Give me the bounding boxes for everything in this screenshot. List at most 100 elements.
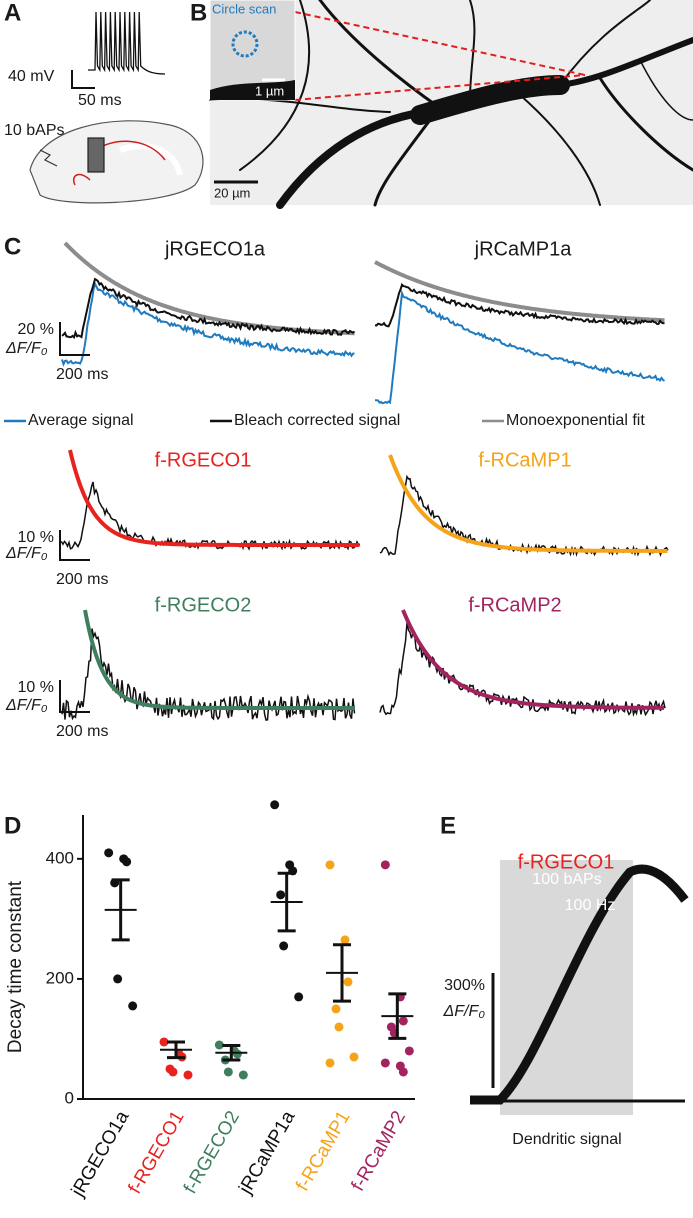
- data-point: [294, 992, 304, 1002]
- data-point: [279, 941, 289, 951]
- data-point: [223, 1067, 233, 1077]
- panel-label: C: [4, 233, 21, 260]
- data-point: [340, 935, 350, 945]
- scale-label: 10 %: [18, 679, 54, 696]
- panel-label: A: [4, 0, 21, 26]
- zoom-lines: [294, 11, 586, 101]
- data-point: [270, 800, 280, 810]
- scale-unit: ΔF/F₀: [5, 545, 48, 562]
- x-label: Dendritic signal: [512, 1131, 621, 1148]
- inset-title: Circle scan: [212, 1, 276, 16]
- scale-unit: ΔF/F₀: [5, 340, 48, 357]
- response-trace: [470, 864, 689, 1105]
- y-tick-label: 200: [46, 968, 74, 987]
- scale-label: 1 µm: [255, 83, 284, 98]
- error-bar: [388, 992, 407, 1040]
- trace: [375, 289, 666, 405]
- trace-title: f-RCaMP1: [478, 449, 571, 471]
- x-tick-label: f-RCaMP2: [347, 1108, 410, 1195]
- brain-sketch: [29, 120, 204, 204]
- inset-dendrite: [210, 80, 295, 100]
- trace-title: jRGECO1a: [164, 238, 266, 260]
- scale-label: 40 mV: [8, 68, 55, 85]
- data-point: [331, 1004, 341, 1014]
- y-tick-label: 0: [65, 1088, 74, 1107]
- scale-bar: [71, 70, 95, 89]
- data-point: [128, 1001, 138, 1011]
- data-point: [232, 1049, 242, 1059]
- x-tick-label: jRCaMP1a: [235, 1107, 300, 1198]
- trace: [61, 628, 356, 721]
- data-point: [159, 1037, 169, 1047]
- trace: [374, 260, 665, 323]
- trace: [68, 449, 360, 547]
- panel-title: f-RGECO1: [518, 851, 615, 873]
- x-tick-label: f-RCaMP1: [292, 1108, 355, 1195]
- data-point: [398, 1067, 408, 1077]
- data-point: [104, 848, 114, 858]
- trace: [379, 622, 666, 718]
- data-point: [122, 857, 132, 867]
- data-point: [325, 860, 335, 870]
- x-tick-label: f-RGECO1: [125, 1108, 189, 1198]
- x-tick-label: f-RGECO2: [180, 1108, 244, 1198]
- trace: [83, 609, 355, 710]
- data-point: [183, 1070, 193, 1080]
- scale-unit: ΔF/F₀: [5, 697, 48, 714]
- trace: [374, 282, 665, 328]
- panel-label: E: [440, 812, 456, 839]
- error-bar: [222, 1044, 241, 1062]
- data-point: [334, 1022, 344, 1032]
- data-point: [325, 1058, 335, 1068]
- error-bar: [277, 871, 296, 933]
- trace: [63, 241, 355, 336]
- data-point: [276, 890, 286, 900]
- legend-label: Bleach corrected signal: [234, 412, 400, 429]
- data-point: [238, 1070, 248, 1080]
- data-point: [380, 860, 390, 870]
- legend-label: Average signal: [28, 412, 134, 429]
- y-tick-label: 400: [46, 848, 74, 867]
- scale-bar: [59, 530, 90, 561]
- data-point: [168, 1067, 178, 1077]
- data-point: [214, 1040, 224, 1050]
- scale-label: 10 %: [18, 529, 54, 546]
- scale-label: 20 %: [18, 321, 54, 338]
- scale-label: 200 ms: [56, 366, 108, 383]
- scale-label: 300%: [444, 977, 485, 994]
- scale-unit: ΔF/F₀: [443, 1003, 486, 1020]
- scale-bar: [59, 322, 90, 356]
- scale-label: 20 µm: [214, 185, 250, 200]
- spike-train: [88, 11, 166, 75]
- error-bar: [167, 1040, 185, 1060]
- stimulus-label: 100 bAPs: [532, 871, 601, 888]
- trace: [401, 609, 664, 710]
- data-point: [343, 977, 353, 987]
- scale-bar: [59, 680, 90, 713]
- scale-label: 50 ms: [78, 92, 122, 109]
- trace: [388, 454, 668, 553]
- error-bar: [333, 943, 351, 1003]
- data-point: [404, 1046, 414, 1056]
- traces: jRGECO1a jRCaMP1a f-RGECO1 f-RCaMP1 f-RGECO2…: [4, 238, 669, 740]
- legend-label: Monoexponential fit: [506, 412, 645, 429]
- trace-title: f-RGECO1: [155, 449, 252, 471]
- trace: [61, 277, 356, 340]
- data-point: [349, 1052, 359, 1062]
- trace: [61, 280, 355, 367]
- trace-title: jRCaMP1a: [474, 238, 573, 260]
- panel-label: B: [190, 0, 207, 26]
- trace-title: f-RCaMP2: [468, 594, 561, 616]
- data-point: [398, 1016, 408, 1026]
- stimulus-label: 10 bAPs: [4, 122, 64, 139]
- y-axis-label: Decay time constant: [5, 880, 26, 1053]
- scale-label: 200 ms: [56, 723, 108, 740]
- scale-label: 200 ms: [56, 571, 108, 588]
- data-point: [113, 974, 123, 984]
- trace-title: f-RGECO2: [155, 594, 252, 616]
- error-bar: [111, 878, 130, 942]
- frequency-label: 100 Hz: [565, 897, 616, 914]
- trace: [59, 481, 361, 551]
